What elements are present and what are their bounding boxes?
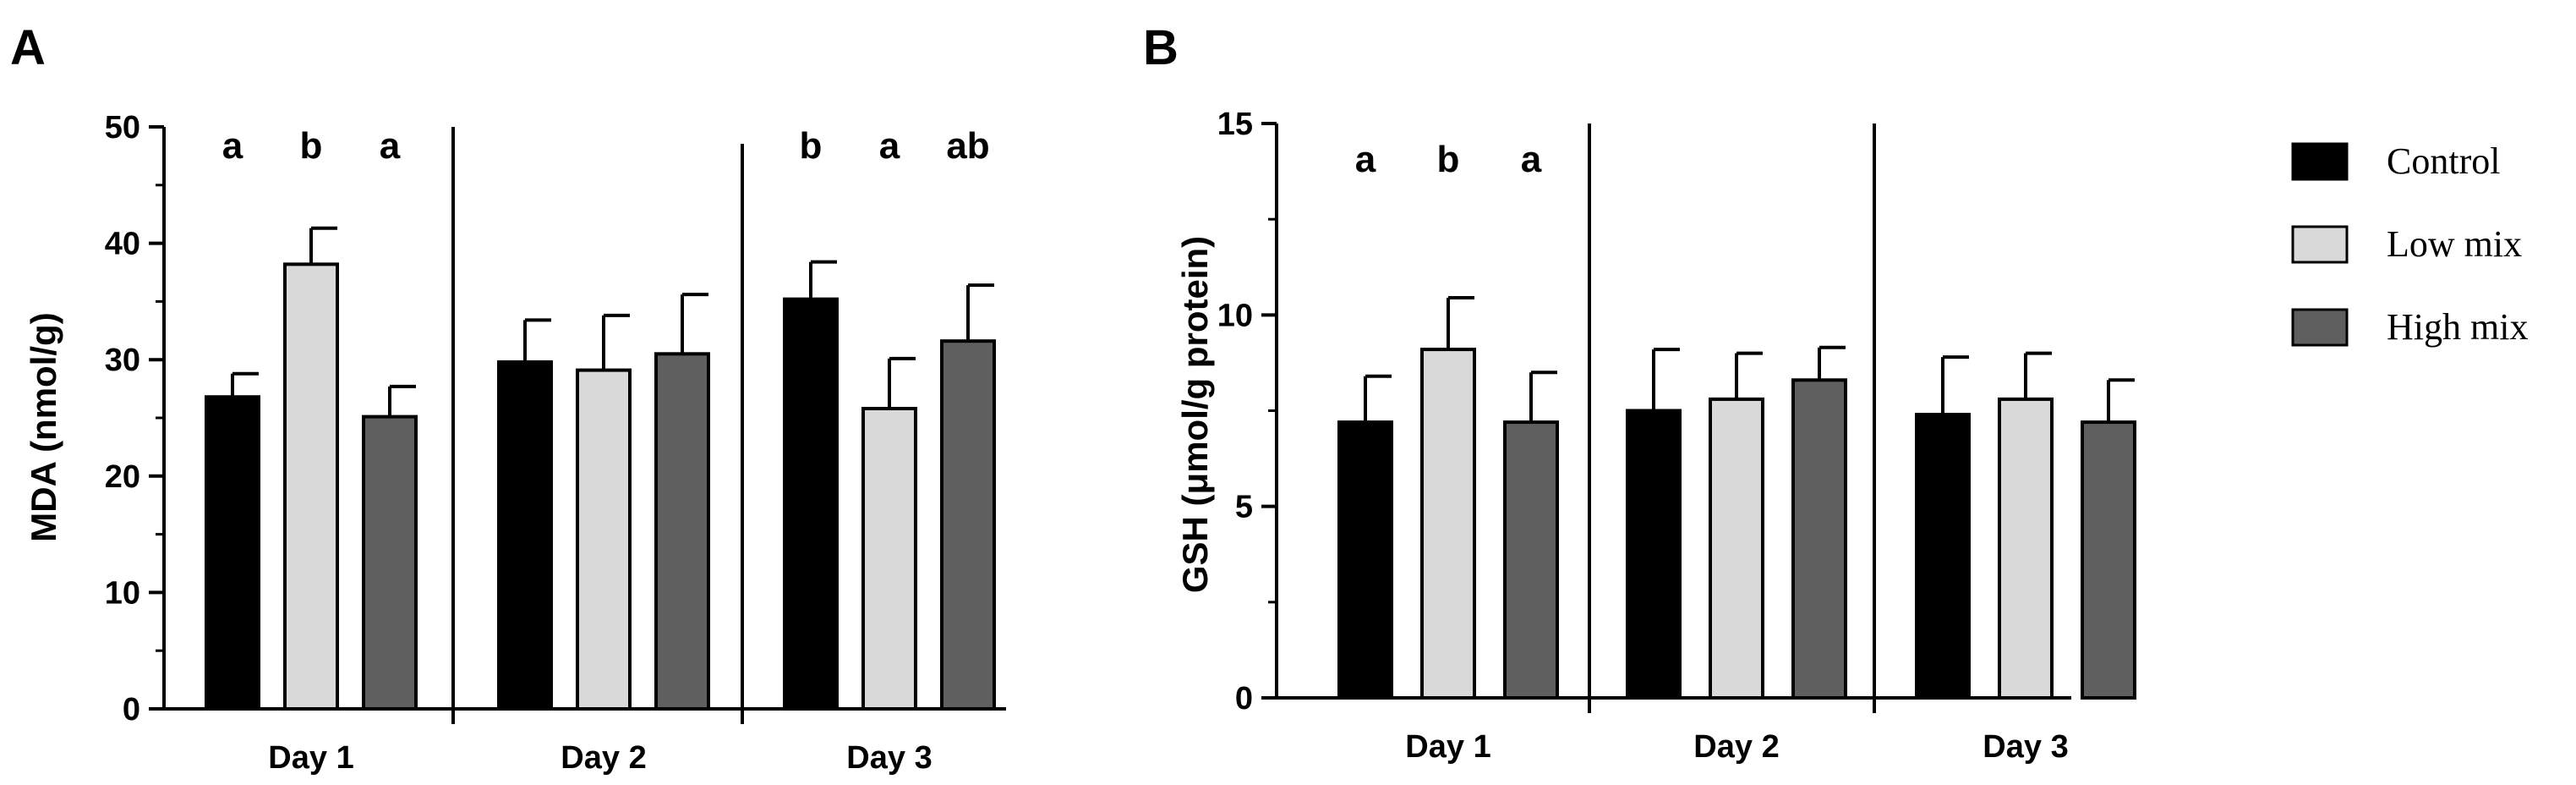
y-axis-title-b: GSH (μmol/g protein) [1175,236,1215,593]
y-tick-label-b: 10 [1217,298,1253,333]
x-category-label-a: Day 1 [268,740,353,776]
y-tick-label-a: 20 [105,459,140,495]
y-tick-label-a: 10 [105,575,140,611]
legend-swatch-high-mix [2291,308,2349,347]
y-axis-title-a: MDA (nmol/g) [24,312,63,541]
significance-letter-b: a [1355,139,1376,180]
plot-area-b: 0 5 10 15 a b a Day 1 Day 2 Day 3 [1217,107,2136,765]
bar-b [1791,378,1847,700]
bar-a [283,262,339,711]
y-tick-label-a: 40 [105,227,140,262]
bar-a [205,395,260,711]
significance-letter-a: a [222,125,243,167]
panel-label-b: B [1143,20,1179,75]
bar-a [940,339,996,711]
bar-b [1503,420,1559,700]
legend-label-high-mix: High mix [2387,306,2528,348]
bar-a [783,297,839,711]
bar-b [1420,348,1476,700]
bar-a [861,406,917,711]
bar-a [497,360,553,711]
significance-letter-b: b [1437,139,1460,180]
legend-label-control: Control [2387,140,2500,182]
legend-label-low-mix: Low mix [2387,223,2522,265]
legend-swatch-control [2291,142,2349,181]
panel-label-a: A [10,20,46,75]
y-tick-label-b: 15 [1217,107,1253,142]
x-category-label-a: Day 3 [846,740,932,776]
panel-b: B GSH (μmol/g protein) 0 5 10 15 a b a Day 1 Day… [1143,20,2136,765]
bar-b [1709,397,1764,700]
bar-b [1626,409,1682,700]
bar-b [1337,420,1393,700]
bar-b [1998,397,2054,700]
y-tick-label-a: 30 [105,343,140,378]
legend-swatch-low-mix [2291,225,2349,264]
y-tick-label-a: 50 [105,110,140,145]
significance-letter-a: ab [946,125,989,167]
significance-letter-a: b [300,125,323,167]
significance-letter-b: a [1521,139,1542,180]
legend: Control Low mix High mix [2291,140,2528,348]
bar-a [362,414,418,711]
x-category-label-b: Day 2 [1693,729,1779,765]
bar-a [654,352,710,711]
bar-b [1915,413,1971,700]
y-tick-label-b: 0 [1235,681,1253,716]
bar-a [576,368,632,711]
y-tick-label-a: 0 [123,692,140,727]
x-category-label-b: Day 1 [1405,729,1490,765]
significance-letter-a: a [380,125,401,167]
significance-letter-a: a [879,125,900,167]
x-category-label-b: Day 3 [1983,729,2068,765]
bar-b [2081,420,2136,700]
significance-letter-a: b [800,125,823,167]
y-tick-label-b: 5 [1235,490,1253,525]
x-category-label-a: Day 2 [561,740,646,776]
